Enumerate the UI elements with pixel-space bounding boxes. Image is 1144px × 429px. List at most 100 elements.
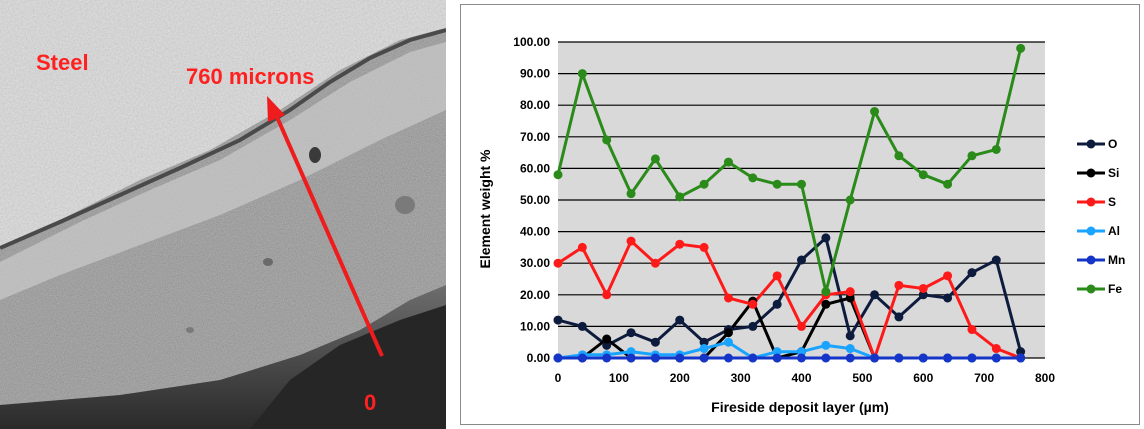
arrow-head-icon	[267, 96, 285, 122]
line-chart: 0.00 10.00 20.00 30.00 40.00 50.00 60.00 70.00 8…	[477, 35, 1125, 415]
data-point-fe	[918, 170, 928, 180]
data-point-fe	[553, 170, 563, 180]
x-tick-label: 500	[852, 371, 872, 385]
series-line-s	[557, 239, 1022, 360]
data-point-mn	[602, 353, 612, 363]
y-tick-label: 30.00	[520, 256, 550, 270]
data-point-mn	[1016, 353, 1026, 363]
data-point-fe	[967, 151, 977, 161]
data-point-fe	[772, 179, 782, 189]
data-point-s	[577, 242, 587, 252]
legend-marker	[1086, 168, 1096, 178]
legend-label: Si	[1108, 166, 1119, 180]
data-point-al	[772, 347, 782, 357]
data-point-fe	[675, 192, 685, 202]
data-point-o	[967, 268, 977, 278]
data-point-al	[626, 347, 636, 357]
legend-marker	[1086, 197, 1096, 207]
data-point-o	[943, 293, 953, 303]
data-point-fe	[1016, 43, 1026, 53]
data-point-mn	[577, 353, 587, 363]
legend-label: O	[1108, 137, 1117, 151]
legend-marker	[1086, 255, 1096, 265]
data-point-fe	[894, 151, 904, 161]
y-tick-label: 60.00	[520, 161, 550, 175]
y-tick-label: 80.00	[520, 98, 550, 112]
x-tick-label: 700	[974, 371, 994, 385]
legend-label: S	[1108, 195, 1116, 209]
legend-entry-si: Si	[1077, 166, 1119, 180]
data-point-mn	[797, 353, 806, 363]
y-axis-title: Element weight %	[477, 149, 493, 269]
data-point-o	[894, 312, 904, 322]
data-point-s	[797, 321, 806, 331]
data-point-fe	[577, 69, 587, 79]
data-point-o	[772, 299, 782, 309]
x-axis-title: Fireside deposit layer (µm)	[711, 399, 889, 415]
x-tick-label: 800	[1035, 371, 1055, 385]
series-points	[553, 43, 1026, 363]
data-point-mn	[943, 353, 953, 363]
x-tick-label: 100	[609, 371, 629, 385]
data-point-si	[821, 299, 831, 309]
data-point-s	[894, 280, 904, 290]
data-point-mn	[553, 353, 563, 363]
data-point-o	[748, 321, 758, 331]
data-point-o	[1016, 347, 1026, 357]
data-point-o	[821, 233, 831, 243]
data-point-si	[845, 293, 855, 303]
data-point-mn	[650, 353, 660, 363]
data-point-s	[650, 258, 660, 268]
y-tick-label: 10.00	[520, 319, 550, 333]
legend-label: Fe	[1108, 282, 1122, 296]
x-tick-label: 300	[731, 371, 751, 385]
data-point-mn	[918, 353, 928, 363]
data-point-fe	[650, 154, 660, 164]
data-point-al	[797, 347, 806, 357]
y-tick-label: 20.00	[520, 288, 550, 302]
x-tick-label: 400	[791, 371, 811, 385]
label-steel: Steel	[36, 50, 89, 75]
data-point-s	[626, 236, 636, 246]
data-point-s	[991, 344, 1001, 354]
data-point-s	[748, 299, 758, 309]
data-point-fe	[943, 179, 953, 189]
data-point-fe	[748, 173, 758, 183]
data-point-o	[991, 255, 1001, 265]
data-point-o	[626, 328, 636, 338]
data-point-s	[918, 283, 928, 293]
x-tick-label: 600	[913, 371, 933, 385]
data-point-mn	[821, 353, 831, 363]
y-tick-label: 100.00	[513, 35, 550, 49]
data-point-s	[699, 242, 709, 252]
micrograph-image: Steel 760 microns 0	[0, 0, 446, 429]
data-point-mn	[626, 353, 636, 363]
data-point-s	[845, 287, 855, 297]
x-axis-ticks: 0 100 200 300 400 500 600 700 800	[555, 371, 1056, 385]
data-point-mn	[699, 353, 709, 363]
data-point-o	[845, 331, 855, 341]
data-point-mn	[870, 353, 880, 363]
data-point-mn	[723, 353, 733, 363]
data-point-o	[577, 321, 587, 331]
data-point-s	[553, 258, 563, 268]
y-axis-ticks: 0.00 10.00 20.00 30.00 40.00 50.00 60.00 70.00 8…	[513, 35, 550, 365]
legend-entry-s: S	[1077, 195, 1116, 209]
data-point-mn	[772, 353, 782, 363]
legend-marker	[1086, 139, 1096, 149]
data-point-o	[602, 340, 612, 350]
data-point-s	[772, 271, 782, 281]
data-point-fe	[845, 195, 855, 205]
legend-entry-fe: Fe	[1077, 282, 1122, 296]
data-point-si	[602, 334, 612, 344]
data-point-mn	[675, 353, 685, 363]
data-point-mn	[748, 353, 758, 363]
data-point-mn	[894, 353, 904, 363]
data-point-fe	[870, 107, 880, 117]
data-point-fe	[821, 287, 831, 297]
data-point-o	[650, 337, 660, 347]
data-point-mn	[967, 353, 977, 363]
data-point-al	[845, 344, 855, 354]
y-tick-label: 50.00	[520, 193, 550, 207]
data-point-si	[723, 328, 733, 338]
